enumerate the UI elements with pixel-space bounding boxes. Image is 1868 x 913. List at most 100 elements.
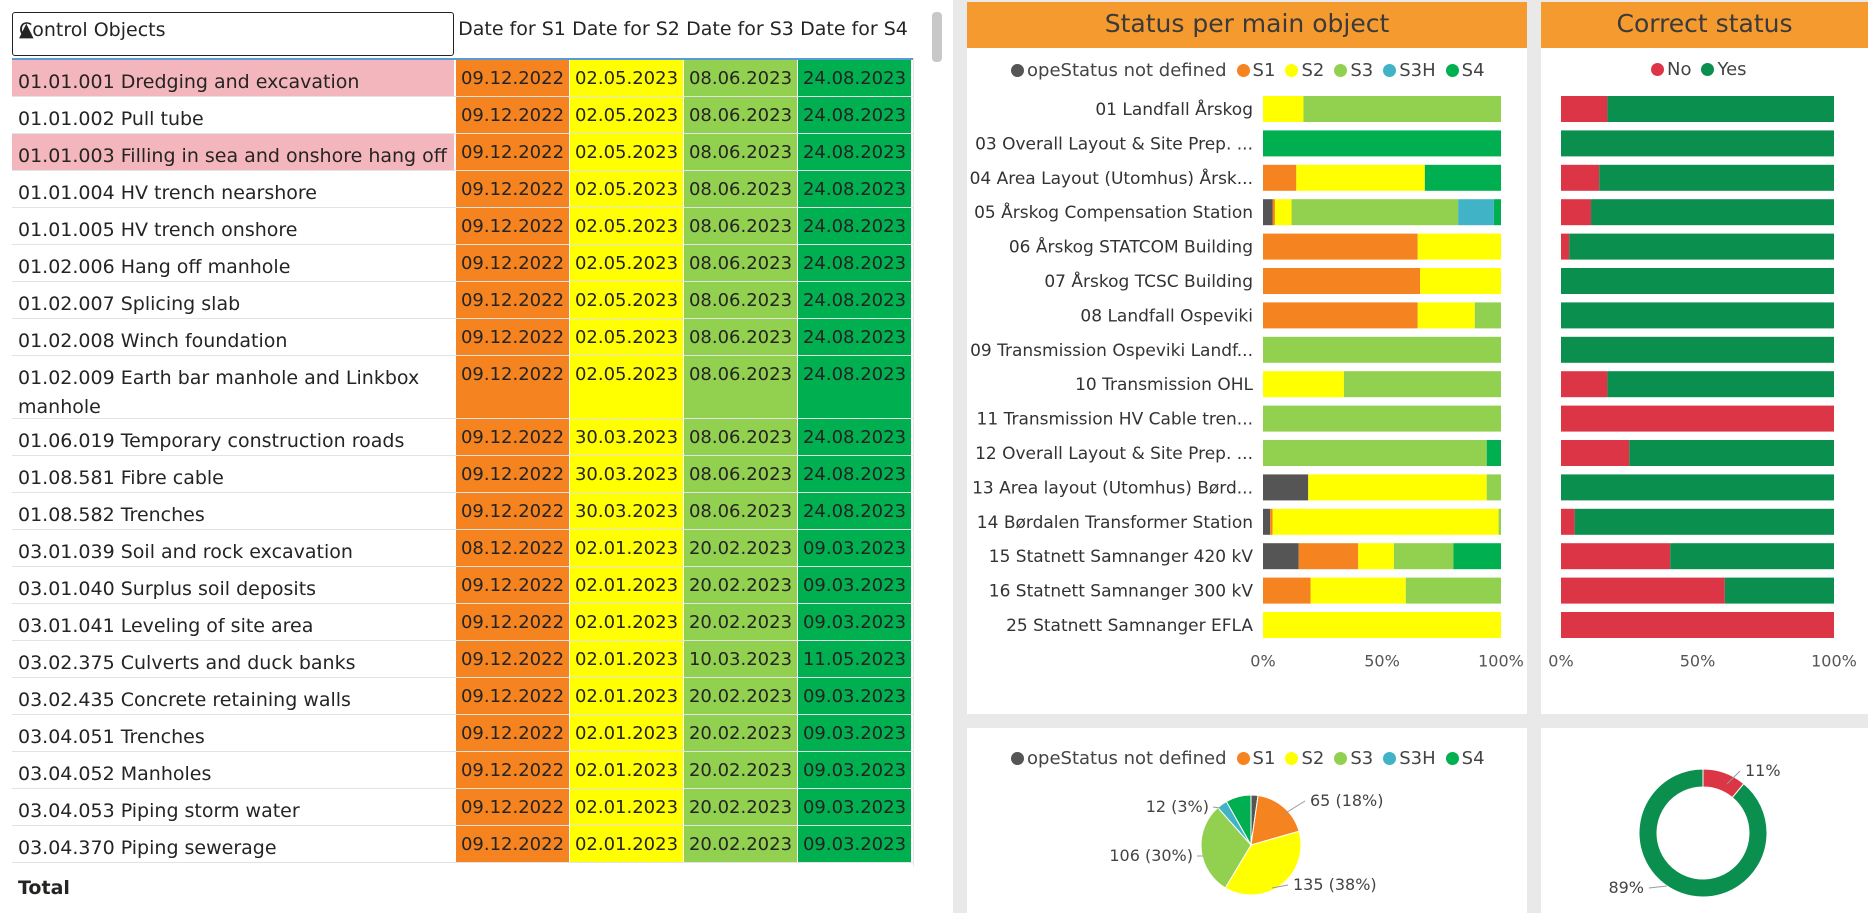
table-row[interactable]: 01.02.008 Winch foundation 09.12.2022 02.0…	[12, 319, 913, 356]
table-row[interactable]: 03.04.370 Piping sewerage 09.12.2022 02.01…	[12, 826, 913, 863]
bar-segment[interactable]	[1561, 130, 1834, 157]
pie-slice[interactable]	[1638, 768, 1768, 898]
sort-ascending-icon[interactable]: ▲	[19, 19, 34, 41]
bar-segment[interactable]	[1561, 302, 1834, 329]
table-row[interactable]: 01.01.001 Dredging and excavation 09.12.2…	[12, 60, 913, 97]
bar-segment[interactable]	[1591, 199, 1834, 226]
bar-segment[interactable]	[1343, 371, 1501, 398]
bar-segment[interactable]	[1629, 440, 1834, 466]
legend-item[interactable]: S1	[1236, 748, 1275, 769]
bar-segment[interactable]	[1569, 233, 1834, 260]
bar-segment[interactable]	[1263, 336, 1501, 363]
bar-segment[interactable]	[1561, 543, 1671, 570]
bar-segment[interactable]	[1298, 543, 1359, 570]
bar-segment[interactable]	[1274, 199, 1292, 226]
legend-item[interactable]: S4	[1445, 60, 1485, 81]
pie-slice[interactable]	[1250, 794, 1300, 846]
legend-item[interactable]: No	[1651, 59, 1691, 80]
table-row[interactable]: 03.02.435 Concrete retaining walls 09.12.…	[12, 678, 913, 715]
bar-segment[interactable]	[1263, 440, 1487, 466]
table-row[interactable]: 01.06.019 Temporary construction roads 09…	[12, 419, 913, 456]
bar-segment[interactable]	[1561, 474, 1834, 501]
bar-segment[interactable]	[1474, 302, 1501, 329]
pie-slice[interactable]	[1224, 830, 1302, 896]
table-row[interactable]: 01.01.005 HV trench onshore 09.12.2022 02.…	[12, 208, 913, 245]
bar-segment[interactable]	[1607, 96, 1834, 122]
bar-segment[interactable]	[1498, 508, 1501, 535]
bar-segment[interactable]	[1263, 199, 1273, 226]
column-header-s2[interactable]: Date for S2	[572, 18, 680, 40]
table-row[interactable]: 01.02.007 Splicing slab 09.12.2022 02.05.2…	[12, 282, 913, 319]
table-row[interactable]: 03.01.040 Surplus soil deposits 09.12.202…	[12, 567, 913, 604]
pie-slice[interactable]	[1200, 806, 1252, 889]
bar-segment[interactable]	[1561, 199, 1592, 226]
bar-segment[interactable]	[1263, 302, 1418, 329]
legend-item[interactable]: opeStatus not defined	[1011, 748, 1227, 769]
bar-segment[interactable]	[1561, 405, 1834, 432]
table-row[interactable]: 01.01.004 HV trench nearshore 09.12.2022 0…	[12, 171, 913, 208]
bar-segment[interactable]	[1561, 508, 1575, 535]
table-row[interactable]: 01.02.009 Earth bar manhole and Linkbox …	[12, 356, 913, 419]
bar-segment[interactable]	[1670, 543, 1834, 570]
bar-segment[interactable]	[1303, 96, 1501, 122]
bar-segment[interactable]	[1561, 336, 1834, 363]
bar-segment[interactable]	[1561, 164, 1600, 191]
bar-segment[interactable]	[1417, 233, 1501, 260]
table-row[interactable]: 01.08.582 Trenches 09.12.2022 30.03.2023 08…	[12, 493, 913, 530]
column-header-s3[interactable]: Date for S3	[686, 18, 794, 40]
legend-item[interactable]: Yes	[1701, 59, 1747, 80]
table-row[interactable]: 01.08.581 Fibre cable 09.12.2022 30.03.202…	[12, 456, 913, 493]
table-row[interactable]: 03.01.039 Soil and rock excavation 08.12.…	[12, 530, 913, 567]
bar-segment[interactable]	[1291, 199, 1459, 226]
bar-segment[interactable]	[1599, 164, 1834, 191]
bar-segment[interactable]	[1263, 612, 1501, 638]
bar-segment[interactable]	[1270, 508, 1273, 535]
legend-item[interactable]: S2	[1285, 748, 1324, 769]
legend-item[interactable]: S1	[1236, 60, 1275, 81]
column-header-control-objects[interactable]: Control Objects ▲	[12, 12, 454, 56]
legend-item[interactable]: S2	[1285, 60, 1324, 81]
bar-segment[interactable]	[1493, 199, 1501, 226]
table-row[interactable]: 03.02.375 Culverts and duck banks 09.12.2…	[12, 641, 913, 678]
bar-segment[interactable]	[1393, 543, 1454, 570]
bar-segment[interactable]	[1405, 577, 1501, 604]
bar-segment[interactable]	[1424, 164, 1501, 191]
table-row[interactable]: 01.01.002 Pull tube 09.12.2022 02.05.2023 0…	[12, 97, 913, 134]
bar-segment[interactable]	[1561, 96, 1608, 122]
column-header-s1[interactable]: Date for S1	[458, 18, 566, 40]
legend-item[interactable]: S3	[1334, 748, 1373, 769]
bar-segment[interactable]	[1561, 268, 1834, 294]
bar-segment[interactable]	[1561, 371, 1608, 398]
bar-segment[interactable]	[1561, 440, 1630, 466]
table-row[interactable]: 03.01.041 Leveling of site area 09.12.202…	[12, 604, 913, 641]
bar-segment[interactable]	[1263, 268, 1421, 294]
legend-item[interactable]: S3H	[1383, 60, 1436, 81]
bar-segment[interactable]	[1486, 440, 1501, 466]
bar-segment[interactable]	[1561, 577, 1725, 604]
legend-item[interactable]: S4	[1445, 748, 1485, 769]
bar-segment[interactable]	[1453, 543, 1501, 570]
column-header-s4[interactable]: Date for S4	[800, 18, 908, 40]
bar-segment[interactable]	[1724, 577, 1834, 604]
bar-segment[interactable]	[1296, 164, 1425, 191]
bar-segment[interactable]	[1263, 164, 1297, 191]
bar-segment[interactable]	[1417, 302, 1475, 329]
bar-segment[interactable]	[1263, 233, 1418, 260]
bar-segment[interactable]	[1561, 612, 1834, 638]
pie-slice[interactable]	[1225, 794, 1252, 847]
bar-segment[interactable]	[1272, 199, 1275, 226]
bar-segment[interactable]	[1272, 508, 1499, 535]
bar-segment[interactable]	[1263, 474, 1309, 501]
bar-segment[interactable]	[1263, 96, 1304, 122]
table-row[interactable]: 01.01.003 Filling in sea and onshore han…	[12, 134, 913, 171]
bar-segment[interactable]	[1561, 233, 1570, 260]
table-scrollbar[interactable]	[932, 12, 942, 62]
bar-segment[interactable]	[1420, 268, 1501, 294]
legend-item[interactable]: S3	[1334, 60, 1373, 81]
bar-segment[interactable]	[1263, 130, 1501, 157]
bar-segment[interactable]	[1607, 371, 1834, 398]
table-row[interactable]: 03.04.051 Trenches 09.12.2022 02.01.2023 20…	[12, 715, 913, 752]
bar-segment[interactable]	[1310, 577, 1406, 604]
legend-item[interactable]: S3H	[1383, 748, 1436, 769]
table-row[interactable]: 03.04.053 Piping storm water 09.12.2022 02…	[12, 789, 913, 826]
